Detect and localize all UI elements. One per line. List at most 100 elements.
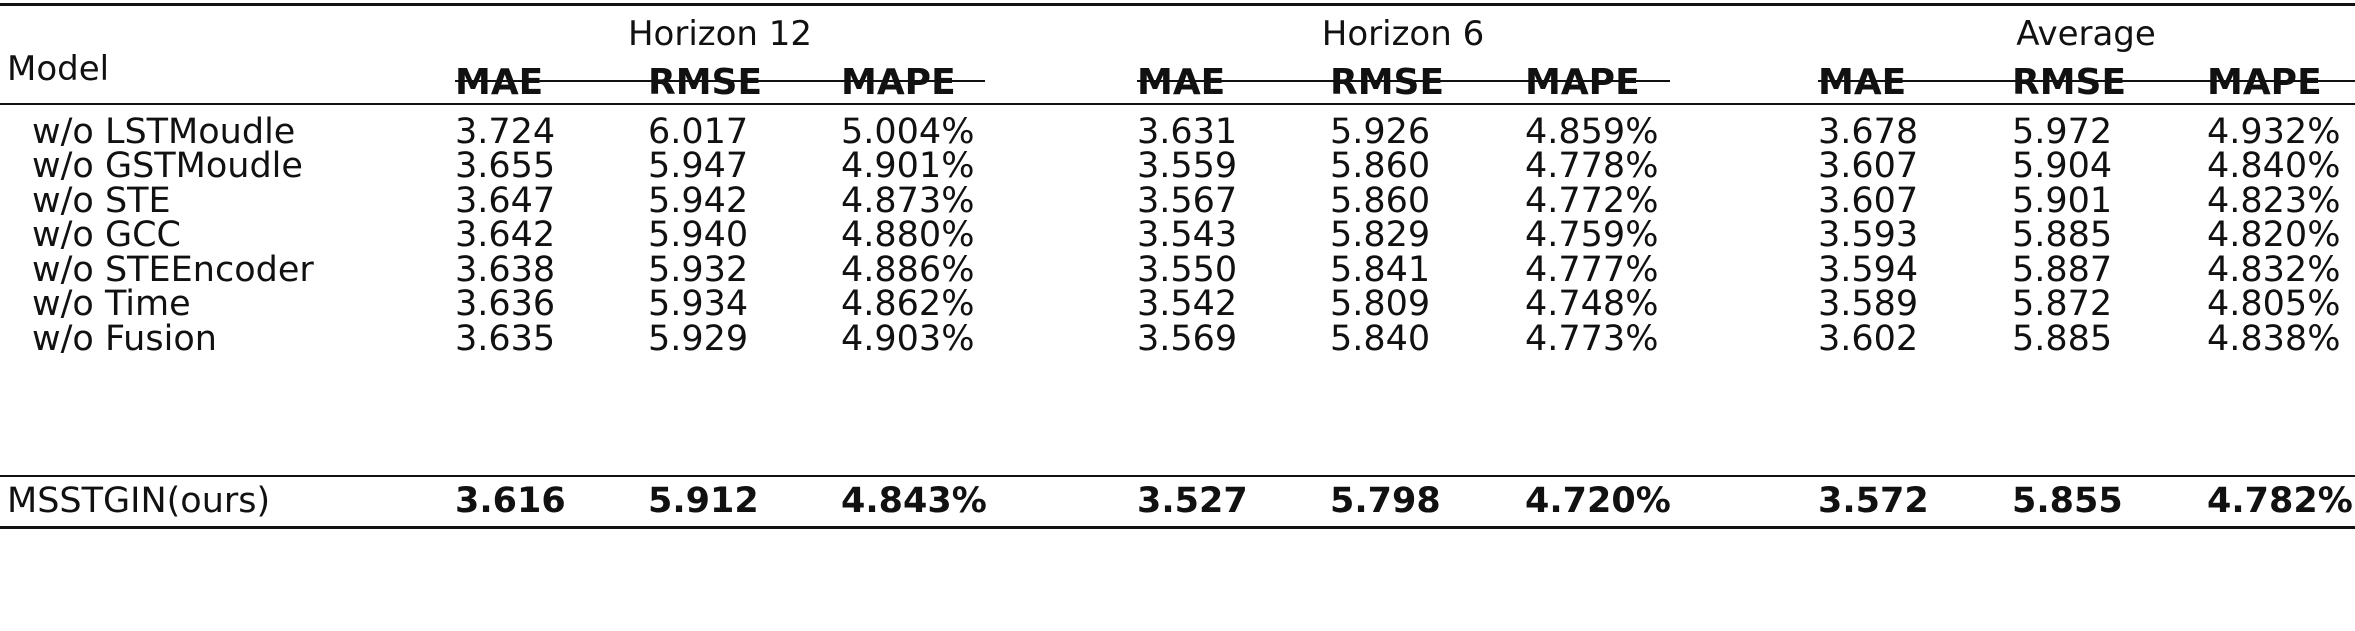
cell-h12-mape: 4.880%	[841, 215, 975, 255]
cell-h12-mae: 3.638	[455, 250, 556, 290]
row-model-name: w/o Fusion	[32, 319, 217, 359]
cell-h12-mae: 3.647	[455, 181, 556, 221]
cell-h12-mae: 3.655	[455, 146, 556, 186]
cell-h12-rmse: 5.947	[648, 146, 749, 186]
metric-header-mae: MAE	[1818, 62, 1907, 103]
group-header-horizon-12: Horizon 12	[627, 14, 813, 54]
cell-avg-rmse: 5.901	[2012, 181, 2113, 221]
cell-h12-rmse: 5.929	[648, 319, 749, 359]
cell-h6-mape: 4.759%	[1525, 215, 1659, 255]
row-model-name: w/o Time	[32, 284, 191, 324]
cell-h6-mae: 3.559	[1137, 146, 1238, 186]
cell-h6-mape: 4.859%	[1525, 112, 1659, 152]
metric-header-mape: MAPE	[2207, 62, 2322, 103]
metric-header-mape: MAPE	[841, 62, 956, 103]
cell-h6-mae: 3.542	[1137, 284, 1238, 324]
cell-h6-mae: 3.550	[1137, 250, 1238, 290]
metric-header-rmse: RMSE	[648, 62, 763, 103]
row-model-name: w/o GCC	[32, 215, 181, 255]
cell-h12-mae: 3.642	[455, 215, 556, 255]
cell-avg-mae: 3.602	[1818, 319, 1919, 359]
cell-avg-mae: 3.594	[1818, 250, 1919, 290]
metric-header-mae: MAE	[1137, 62, 1226, 103]
cell-h6-mae: 3.543	[1137, 215, 1238, 255]
metric-header-rmse: RMSE	[1330, 62, 1445, 103]
cell-avg-mape: 4.840%	[2207, 146, 2341, 186]
cell-avg-rmse: 5.885	[2012, 319, 2113, 359]
cell-avg-rmse: 5.872	[2012, 284, 2113, 324]
cell-h6-mape: 4.777%	[1525, 250, 1659, 290]
cell-avg-rmse: 5.887	[2012, 250, 2113, 290]
cell-h12-mape: 5.004%	[841, 112, 975, 152]
cell-avg-mae: 3.593	[1818, 215, 1919, 255]
group-underline-horizon6	[1137, 80, 1670, 82]
cell-h12-mape: 4.843%	[841, 481, 987, 521]
group-header-average: Average	[2016, 14, 2156, 54]
cell-avg-mae: 3.678	[1818, 112, 1919, 152]
cell-avg-mae: 3.589	[1818, 284, 1919, 324]
cell-avg-mae: 3.607	[1818, 181, 1919, 221]
row-model-name-ours: MSSTGIN(ours)	[7, 481, 271, 521]
cell-h12-mape: 4.903%	[841, 319, 975, 359]
metric-header-mae: MAE	[455, 62, 544, 103]
cell-h6-mae: 3.631	[1137, 112, 1238, 152]
cell-h6-rmse: 5.798	[1330, 481, 1441, 521]
cell-h6-rmse: 5.860	[1330, 181, 1431, 221]
cell-avg-mape: 4.823%	[2207, 181, 2341, 221]
cell-avg-rmse: 5.972	[2012, 112, 2113, 152]
cell-h12-mae: 3.635	[455, 319, 556, 359]
cell-h6-rmse: 5.860	[1330, 146, 1431, 186]
cell-avg-rmse: 5.885	[2012, 215, 2113, 255]
metric-header-rmse: RMSE	[2012, 62, 2127, 103]
cell-h6-mape: 4.772%	[1525, 181, 1659, 221]
cell-avg-mape: 4.932%	[2207, 112, 2341, 152]
cell-avg-mape: 4.838%	[2207, 319, 2341, 359]
row-model-name: w/o STE	[32, 181, 171, 221]
final-row-separator-rule	[0, 475, 2355, 477]
top-rule	[0, 3, 2355, 6]
cell-h12-rmse: 6.017	[648, 112, 749, 152]
cell-h12-mape: 4.873%	[841, 181, 975, 221]
cell-h6-mae: 3.569	[1137, 319, 1238, 359]
cell-avg-mae: 3.607	[1818, 146, 1919, 186]
cell-h12-mape: 4.886%	[841, 250, 975, 290]
row-model-name: w/o LSTMoudle	[32, 112, 296, 152]
cell-h12-mape: 4.901%	[841, 146, 975, 186]
row-model-name: w/o STEEncoder	[32, 250, 314, 290]
cell-h6-mape: 4.720%	[1525, 481, 1671, 521]
cell-h6-rmse: 5.926	[1330, 112, 1431, 152]
cell-h6-rmse: 5.841	[1330, 250, 1431, 290]
group-underline-average	[1818, 80, 2355, 82]
cell-h12-rmse: 5.940	[648, 215, 749, 255]
cell-h6-rmse: 5.829	[1330, 215, 1431, 255]
cell-h6-mae: 3.567	[1137, 181, 1238, 221]
cell-h12-mae: 3.636	[455, 284, 556, 324]
cell-h6-mae: 3.527	[1137, 481, 1248, 521]
cell-h12-mae: 3.616	[455, 481, 566, 521]
cell-h6-mape: 4.778%	[1525, 146, 1659, 186]
cell-h6-mape: 4.773%	[1525, 319, 1659, 359]
cell-avg-mape: 4.782%	[2207, 481, 2353, 521]
cell-h12-rmse: 5.932	[648, 250, 749, 290]
cell-h6-mape: 4.748%	[1525, 284, 1659, 324]
bottom-rule	[0, 526, 2355, 529]
cell-avg-mape: 4.820%	[2207, 215, 2341, 255]
cell-avg-mape: 4.832%	[2207, 250, 2341, 290]
cell-avg-rmse: 5.904	[2012, 146, 2113, 186]
group-underline-horizon12	[455, 80, 985, 82]
cell-h6-rmse: 5.809	[1330, 284, 1431, 324]
cell-h12-mae: 3.724	[455, 112, 556, 152]
cell-h12-rmse: 5.942	[648, 181, 749, 221]
cell-h6-rmse: 5.840	[1330, 319, 1431, 359]
header-bottom-rule	[0, 103, 2355, 105]
row-model-name: w/o GSTMoudle	[32, 146, 303, 186]
cell-h12-rmse: 5.912	[648, 481, 759, 521]
cell-avg-mae: 3.572	[1818, 481, 1929, 521]
metric-header-mape: MAPE	[1525, 62, 1640, 103]
group-header-horizon-6: Horizon 6	[1321, 14, 1485, 54]
cell-avg-mape: 4.805%	[2207, 284, 2341, 324]
cell-h12-mape: 4.862%	[841, 284, 975, 324]
cell-h12-rmse: 5.934	[648, 284, 749, 324]
cell-avg-rmse: 5.855	[2012, 481, 2123, 521]
model-column-header: Model	[7, 49, 110, 89]
